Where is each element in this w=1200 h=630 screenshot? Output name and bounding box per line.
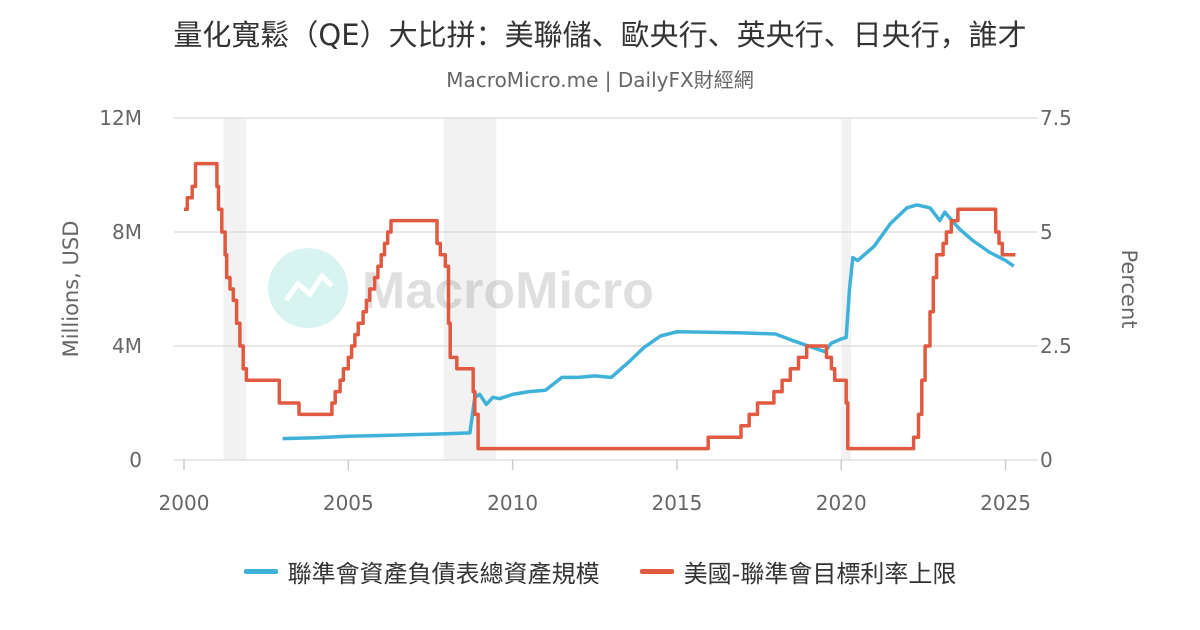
chart-title: 量化寬鬆（QE）大比拼：美聯儲、歐央行、英央行、日央行，誰才 [173,18,1027,52]
y-right-axis-title: Percent [1117,249,1141,328]
legend: 聯準會資產負債表總資產規模 美國-聯準會目標利率上限 [0,554,1200,589]
legend-label-fed-rate: 美國-聯準會目標利率上限 [683,560,957,588]
y-right-tick-label: 0 [1040,448,1053,472]
series-line-balance-sheet [282,203,1015,441]
recession-band-2 [841,118,852,460]
legend-label-balance-sheet: 聯準會資產負債表總資產規模 [287,560,600,588]
legend-swatch-fed-rate [639,569,674,574]
y-left-tick-label: 0 [129,448,142,472]
y-left-tick-label: 12M [99,106,142,130]
series-line-fed-rate [184,161,1016,451]
y-left-tick-label: 8M [112,220,142,244]
watermark-logo-icon [268,248,348,328]
x-tick-label: 2020 [816,491,867,515]
chart-subtitle: MacroMicro.me | DailyFX財經網 [446,68,754,92]
x-tick-label: 2025 [980,491,1031,515]
y-right-tick-label: 2.5 [1040,334,1072,358]
x-tick-label: 2010 [487,491,538,515]
watermark: MacroMicro [268,248,654,328]
y-left-tick-label: 4M [112,334,142,358]
legend-item-balance-sheet[interactable]: 聯準會資產負債表總資產規模 [243,554,600,589]
x-tick-label: 2015 [651,491,702,515]
x-tick-label: 2000 [159,491,210,515]
y-left-axis-title: Millions, USD [59,221,83,358]
watermark-logo-line-icon [284,272,334,302]
x-tick-label: 2005 [323,491,374,515]
legend-item-fed-rate[interactable]: 美國-聯準會目標利率上限 [639,554,957,589]
y-right-tick-label: 5 [1040,220,1053,244]
series-group [184,161,1016,451]
legend-swatch-balance-sheet [243,569,278,574]
watermark-text: MacroMicro [362,262,654,320]
axes: 0 4M 8M 12M 0 2.5 5 7.5 2000 2005 2010 2015 2020 2025… [59,106,1141,515]
y-right-tick-label: 7.5 [1040,106,1072,130]
grid-lines [174,117,1038,461]
